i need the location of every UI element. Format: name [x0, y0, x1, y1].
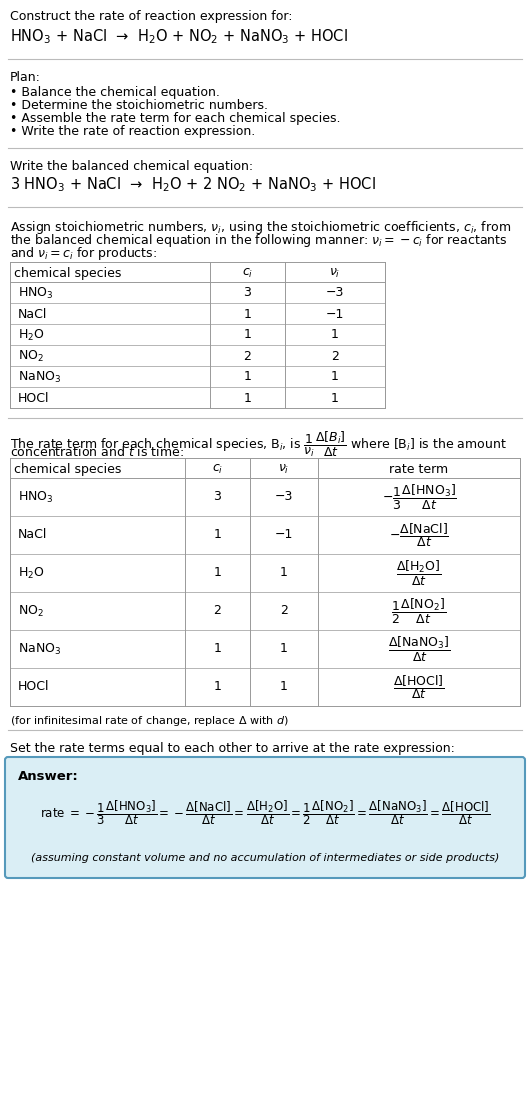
- Text: 1: 1: [280, 643, 288, 655]
- Text: 1: 1: [331, 370, 339, 384]
- Text: Assign stoichiometric numbers, $\nu_i$, using the stoichiometric coefficients, $: Assign stoichiometric numbers, $\nu_i$, …: [10, 219, 511, 236]
- Text: NaNO$_3$: NaNO$_3$: [18, 369, 61, 385]
- Text: 3 HNO$_3$ + NaCl  →  H$_2$O + 2 NO$_2$ + NaNO$_3$ + HOCl: 3 HNO$_3$ + NaCl → H$_2$O + 2 NO$_2$ + N…: [10, 175, 376, 193]
- Text: −3: −3: [326, 287, 344, 299]
- Text: 2: 2: [244, 349, 251, 363]
- Text: 2: 2: [280, 605, 288, 617]
- Text: HNO$_3$: HNO$_3$: [18, 286, 54, 300]
- Text: • Balance the chemical equation.: • Balance the chemical equation.: [10, 86, 220, 99]
- Text: HNO$_3$: HNO$_3$: [18, 489, 54, 505]
- Text: • Write the rate of reaction expression.: • Write the rate of reaction expression.: [10, 125, 255, 138]
- Text: $\nu_i$: $\nu_i$: [329, 267, 341, 280]
- Text: • Assemble the rate term for each chemical species.: • Assemble the rate term for each chemic…: [10, 112, 340, 125]
- Text: 1: 1: [244, 308, 251, 320]
- Text: (assuming constant volume and no accumulation of intermediates or side products): (assuming constant volume and no accumul…: [31, 853, 499, 863]
- Text: 1: 1: [331, 391, 339, 405]
- Text: $\nu_i$: $\nu_i$: [278, 463, 290, 476]
- Bar: [10, 262, 385, 408]
- Text: 1: 1: [244, 328, 251, 341]
- Text: 1: 1: [214, 528, 222, 542]
- Text: 1: 1: [331, 328, 339, 341]
- Text: 1: 1: [214, 566, 222, 579]
- FancyBboxPatch shape: [5, 757, 525, 878]
- Text: 2: 2: [214, 605, 222, 617]
- Text: H$_2$O: H$_2$O: [18, 565, 45, 580]
- Text: chemical species: chemical species: [14, 267, 121, 280]
- Text: NO$_2$: NO$_2$: [18, 348, 44, 364]
- Text: NO$_2$: NO$_2$: [18, 604, 44, 618]
- Text: Answer:: Answer:: [18, 770, 79, 783]
- Text: $-\dfrac{1}{3}\dfrac{\Delta[\mathrm{HNO_3}]}{\Delta t}$: $-\dfrac{1}{3}\dfrac{\Delta[\mathrm{HNO_…: [382, 483, 456, 512]
- Text: −1: −1: [275, 528, 293, 542]
- Text: 2: 2: [331, 349, 339, 363]
- Text: 1: 1: [244, 370, 251, 384]
- Text: 3: 3: [244, 287, 251, 299]
- Text: $\dfrac{\Delta[\mathrm{HOCl}]}{\Delta t}$: $\dfrac{\Delta[\mathrm{HOCl}]}{\Delta t}…: [393, 673, 445, 701]
- Text: • Determine the stoichiometric numbers.: • Determine the stoichiometric numbers.: [10, 99, 268, 112]
- Text: −3: −3: [275, 490, 293, 504]
- Text: 1: 1: [214, 681, 222, 694]
- Text: chemical species: chemical species: [14, 463, 121, 476]
- Text: 1: 1: [244, 391, 251, 405]
- Text: NaCl: NaCl: [18, 308, 47, 320]
- Text: 3: 3: [214, 490, 222, 504]
- Text: Construct the rate of reaction expression for:: Construct the rate of reaction expressio…: [10, 10, 293, 23]
- Text: $c_i$: $c_i$: [242, 267, 253, 280]
- Text: (for infinitesimal rate of change, replace Δ with $d$): (for infinitesimal rate of change, repla…: [10, 714, 289, 728]
- Text: NaCl: NaCl: [18, 528, 47, 542]
- Bar: [10, 458, 520, 706]
- Text: 1: 1: [214, 643, 222, 655]
- Text: Write the balanced chemical equation:: Write the balanced chemical equation:: [10, 160, 253, 173]
- Text: Set the rate terms equal to each other to arrive at the rate expression:: Set the rate terms equal to each other t…: [10, 742, 455, 755]
- Text: the balanced chemical equation in the following manner: $\nu_i = -c_i$ for react: the balanced chemical equation in the fo…: [10, 232, 508, 249]
- Text: concentration and $t$ is time:: concentration and $t$ is time:: [10, 445, 184, 459]
- Text: $\dfrac{1}{2}\dfrac{\Delta[\mathrm{NO_2}]}{\Delta t}$: $\dfrac{1}{2}\dfrac{\Delta[\mathrm{NO_2}…: [392, 596, 446, 626]
- Text: rate term: rate term: [390, 463, 448, 476]
- Text: rate $= -\dfrac{1}{3}\dfrac{\Delta[\mathrm{HNO_3}]}{\Delta t} = -\dfrac{\Delta[\: rate $= -\dfrac{1}{3}\dfrac{\Delta[\math…: [40, 798, 490, 827]
- Text: 1: 1: [280, 566, 288, 579]
- Text: 1: 1: [280, 681, 288, 694]
- Text: and $\nu_i = c_i$ for products:: and $\nu_i = c_i$ for products:: [10, 245, 157, 262]
- Text: HOCl: HOCl: [18, 391, 49, 405]
- Text: H$_2$O: H$_2$O: [18, 327, 45, 342]
- Text: HNO$_3$ + NaCl  →  H$_2$O + NO$_2$ + NaNO$_3$ + HOCl: HNO$_3$ + NaCl → H$_2$O + NO$_2$ + NaNO$…: [10, 27, 348, 46]
- Text: HOCl: HOCl: [18, 681, 49, 694]
- Text: −1: −1: [326, 308, 344, 320]
- Text: $\dfrac{\Delta[\mathrm{NaNO_3}]}{\Delta t}$: $\dfrac{\Delta[\mathrm{NaNO_3}]}{\Delta …: [388, 635, 450, 664]
- Text: $\dfrac{\Delta[\mathrm{H_2O}]}{\Delta t}$: $\dfrac{\Delta[\mathrm{H_2O}]}{\Delta t}…: [396, 558, 442, 587]
- Text: $c_i$: $c_i$: [212, 463, 223, 476]
- Text: NaNO$_3$: NaNO$_3$: [18, 642, 61, 656]
- Text: Plan:: Plan:: [10, 71, 41, 85]
- Text: The rate term for each chemical species, B$_i$, is $\dfrac{1}{\nu_i}\dfrac{\Delt: The rate term for each chemical species,…: [10, 430, 507, 459]
- Text: $-\dfrac{\Delta[\mathrm{NaCl}]}{\Delta t}$: $-\dfrac{\Delta[\mathrm{NaCl}]}{\Delta t…: [389, 522, 449, 549]
